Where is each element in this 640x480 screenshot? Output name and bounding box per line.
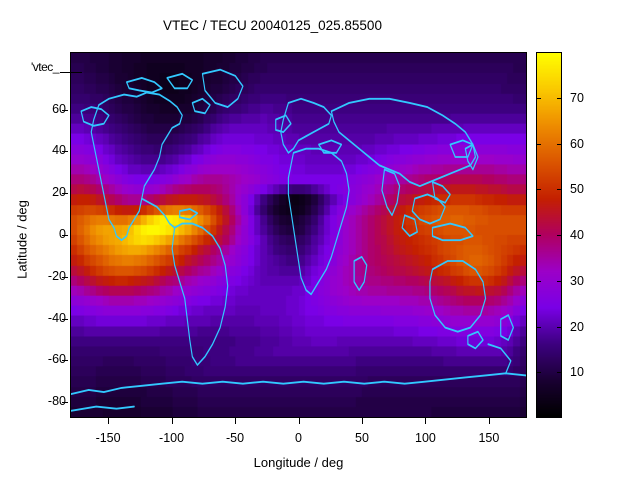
colorbar-tick-label: 40 (570, 228, 584, 242)
colorbar-tick-label: 60 (570, 136, 584, 151)
x-tick-mark (171, 418, 173, 424)
chart-title: VTEC / TECU 20040125_025.85500 (163, 18, 382, 33)
x-axis-label: Longitude / deg (253, 455, 344, 470)
y-tick-mark (62, 235, 68, 236)
clipped-series-label: 'vtec_ (31, 60, 59, 74)
x-axis-ticks: -150 -100 -50 0 50 100 150 (0, 418, 640, 445)
y-tick-label: -20 (47, 268, 66, 283)
y-tick-label: 20 (52, 185, 66, 200)
coastline-overlay (71, 68, 526, 412)
colorbar-tick-mark (557, 280, 562, 282)
x-tick-label: 50 (355, 431, 369, 445)
x-tick-mark (361, 418, 363, 424)
y-tick-mark (62, 318, 68, 320)
y-tick-mark (62, 402, 68, 404)
x-tick-mark (425, 418, 427, 424)
x-tick-mark (488, 418, 490, 424)
colorbar-ticks: 10 20 30 40 50 60 70 (536, 52, 636, 418)
y-axis-label: Latitude / deg (14, 200, 30, 279)
colorbar-tick-label: 20 (570, 319, 584, 334)
x-tick-label: -100 (159, 431, 185, 445)
y-tick-mark (62, 109, 68, 111)
x-tick-mark (108, 418, 110, 424)
y-tick-mark (62, 360, 68, 362)
colorbar-tick-label: 10 (570, 365, 584, 380)
colorbar-tick-label: 30 (570, 273, 584, 288)
colorbar-tick-mark (536, 372, 541, 374)
colorbar-tick-mark (536, 143, 541, 145)
vtec-heatmap-canvas (71, 53, 526, 417)
y-tick-mark (62, 193, 68, 195)
x-tick-mark (298, 418, 300, 424)
colorbar-tick-mark (536, 189, 541, 191)
y-tick-label: -60 (47, 352, 66, 367)
colorbar-tick-mark (557, 326, 562, 328)
colorbar-tick-mark (536, 97, 541, 99)
y-tick-label: 60 (52, 101, 66, 116)
colorbar-tick-mark (557, 97, 562, 99)
colorbar-tick-mark (536, 280, 541, 282)
y-tick-label: 0 (59, 227, 66, 241)
y-tick-label: 40 (52, 143, 66, 158)
x-tick-label: -150 (95, 431, 121, 445)
clipped-series-line (60, 72, 82, 73)
colorbar-tick-mark (557, 189, 562, 191)
x-tick-label: 100 (415, 431, 436, 445)
colorbar-tick-mark (557, 372, 562, 374)
heatmap-plot-area (70, 52, 527, 418)
y-tick-mark (62, 276, 68, 278)
y-tick-mark (62, 151, 68, 153)
x-tick-label: -50 (225, 431, 245, 445)
colorbar-tick-mark (557, 143, 562, 145)
colorbar-tick-mark (557, 235, 562, 236)
y-tick-label: -40 (47, 310, 66, 325)
colorbar-tick-mark (536, 326, 541, 328)
colorbar-tick-mark (536, 235, 541, 236)
y-axis-ticks: 60 40 20 0 -20 -40 -60 -80 (22, 0, 68, 480)
y-tick-label: -80 (47, 394, 66, 409)
x-tick-label: 0 (295, 431, 302, 445)
colorbar-tick-label: 50 (570, 182, 584, 197)
x-tick-mark (235, 418, 237, 424)
colorbar-tick-label: 70 (570, 90, 584, 105)
x-tick-label: 150 (478, 431, 500, 445)
